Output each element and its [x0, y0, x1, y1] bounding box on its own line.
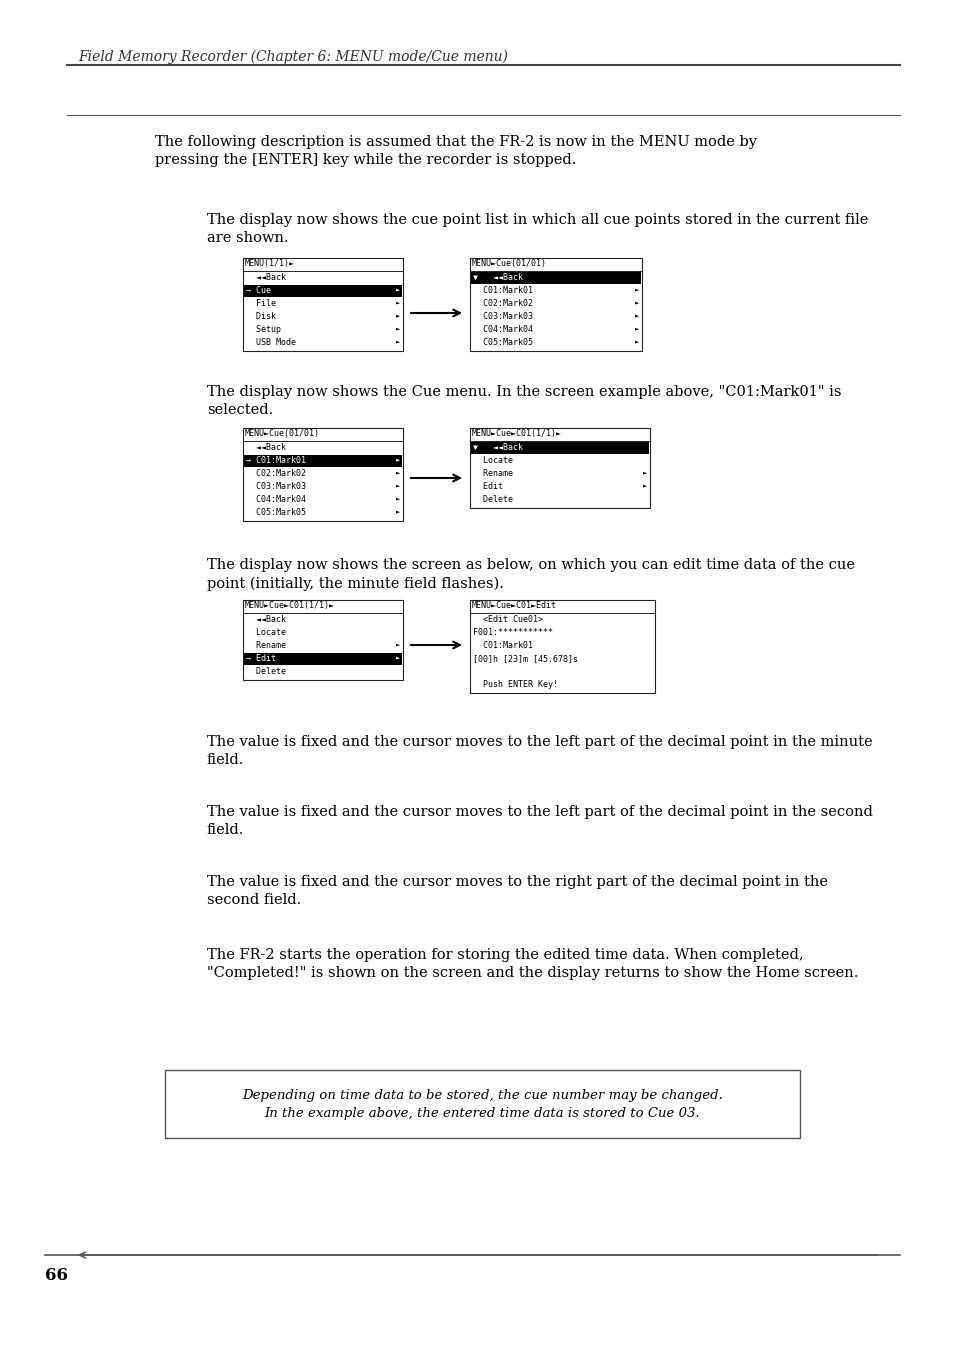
Text: ►: ►: [635, 312, 639, 317]
Text: Delete: Delete: [473, 494, 513, 504]
Text: ►: ►: [395, 508, 400, 513]
Text: ►: ►: [395, 457, 400, 462]
Text: Push ENTER Key!: Push ENTER Key!: [473, 680, 558, 689]
Text: The display now shows the cue point list in which all cue points stored in the c: The display now shows the cue point list…: [207, 213, 867, 246]
Text: ►: ►: [635, 286, 639, 292]
Text: ▼   ◄◄Back: ▼ ◄◄Back: [473, 443, 522, 453]
Text: The value is fixed and the cursor moves to the left part of the decimal point in: The value is fixed and the cursor moves …: [207, 735, 872, 767]
Text: C05:Mark05: C05:Mark05: [473, 338, 533, 347]
Bar: [243, 258, 402, 351]
Text: USB Mode: USB Mode: [246, 338, 295, 347]
Text: C01:Mark01: C01:Mark01: [473, 640, 533, 650]
Text: ◄◄Back: ◄◄Back: [246, 443, 286, 453]
Text: F001:***********: F001:***********: [473, 628, 553, 638]
Bar: [244, 653, 401, 665]
Text: → Edit: → Edit: [246, 654, 275, 663]
Text: ►: ►: [395, 654, 400, 661]
Text: Field Memory Recorder (Chapter 6: MENU mode/Cue menu): Field Memory Recorder (Chapter 6: MENU m…: [78, 50, 507, 65]
Bar: [470, 600, 655, 693]
Text: ▼   ◄◄Back: ▼ ◄◄Back: [473, 273, 522, 282]
Text: ►: ►: [395, 312, 400, 317]
Bar: [470, 258, 641, 351]
Bar: [470, 428, 649, 508]
Bar: [244, 455, 401, 467]
Text: MENU►Cue(01/01): MENU►Cue(01/01): [472, 259, 546, 267]
Text: ►: ►: [635, 338, 639, 345]
Text: Depending on time data to be stored, the cue number may be changed.
In the examp: Depending on time data to be stored, the…: [242, 1089, 722, 1120]
Text: C03:Mark03: C03:Mark03: [246, 482, 306, 490]
Text: The following description is assumed that the FR-2 is now in the MENU mode by
pr: The following description is assumed tha…: [154, 135, 757, 168]
Text: MENU►Cue►C01(1/1)►: MENU►Cue►C01(1/1)►: [472, 430, 561, 438]
Text: ►: ►: [395, 326, 400, 331]
Text: C04:Mark04: C04:Mark04: [246, 494, 306, 504]
Text: The display now shows the screen as below, on which you can edit time data of th: The display now shows the screen as belo…: [207, 558, 854, 590]
Text: <Edit Cue01>: <Edit Cue01>: [473, 615, 542, 624]
Text: ►: ►: [395, 286, 400, 292]
Text: C02:Mark02: C02:Mark02: [246, 469, 306, 478]
Text: → C01:Mark01: → C01:Mark01: [246, 457, 306, 465]
Text: The display now shows the Cue menu. In the screen example above, "C01:Mark01" is: The display now shows the Cue menu. In t…: [207, 385, 841, 417]
Bar: [165, 1070, 800, 1138]
Text: MENU(1/1)►: MENU(1/1)►: [245, 259, 294, 267]
Text: The value is fixed and the cursor moves to the right part of the decimal point i: The value is fixed and the cursor moves …: [207, 875, 827, 908]
Text: ►: ►: [642, 469, 646, 476]
Text: ►: ►: [395, 482, 400, 488]
Text: ►: ►: [395, 299, 400, 305]
Text: ◄◄Back: ◄◄Back: [246, 615, 286, 624]
Bar: [243, 428, 402, 521]
Text: The value is fixed and the cursor moves to the left part of the decimal point in: The value is fixed and the cursor moves …: [207, 805, 872, 838]
Text: Locate: Locate: [246, 628, 286, 638]
Text: ◄◄Back: ◄◄Back: [246, 273, 286, 282]
Text: Locate: Locate: [473, 457, 513, 465]
Text: File: File: [246, 299, 275, 308]
Text: Setup: Setup: [246, 326, 281, 334]
Text: → Cue: → Cue: [246, 286, 271, 295]
Text: Delete: Delete: [246, 667, 286, 676]
Text: C05:Mark05: C05:Mark05: [246, 508, 306, 517]
Text: Disk: Disk: [246, 312, 275, 322]
Bar: [244, 285, 401, 297]
Text: C04:Mark04: C04:Mark04: [473, 326, 533, 334]
Text: ►: ►: [642, 482, 646, 488]
Text: C01:Mark01: C01:Mark01: [473, 286, 533, 295]
Text: MENU►Cue(01/01): MENU►Cue(01/01): [245, 430, 319, 438]
Text: ►: ►: [395, 640, 400, 647]
Text: Edit: Edit: [473, 482, 502, 490]
Text: Rename: Rename: [473, 469, 513, 478]
Text: [00]h [23]m [45.678]s: [00]h [23]m [45.678]s: [473, 654, 578, 663]
Text: C03:Mark03: C03:Mark03: [473, 312, 533, 322]
Text: ►: ►: [395, 469, 400, 476]
Text: ►: ►: [635, 326, 639, 331]
Text: Rename: Rename: [246, 640, 286, 650]
Bar: [471, 442, 648, 454]
Text: MENU►Cue►C01(1/1)►: MENU►Cue►C01(1/1)►: [245, 601, 335, 611]
Text: C02:Mark02: C02:Mark02: [473, 299, 533, 308]
Bar: [471, 272, 640, 284]
Text: ►: ►: [395, 338, 400, 345]
Text: The FR-2 starts the operation for storing the edited time data. When completed,
: The FR-2 starts the operation for storin…: [207, 948, 858, 981]
Text: MENU►Cue►C01►Edit: MENU►Cue►C01►Edit: [472, 601, 557, 611]
Text: 66: 66: [45, 1267, 68, 1283]
Bar: [243, 600, 402, 680]
Text: ►: ►: [635, 299, 639, 305]
Text: ►: ►: [395, 494, 400, 501]
